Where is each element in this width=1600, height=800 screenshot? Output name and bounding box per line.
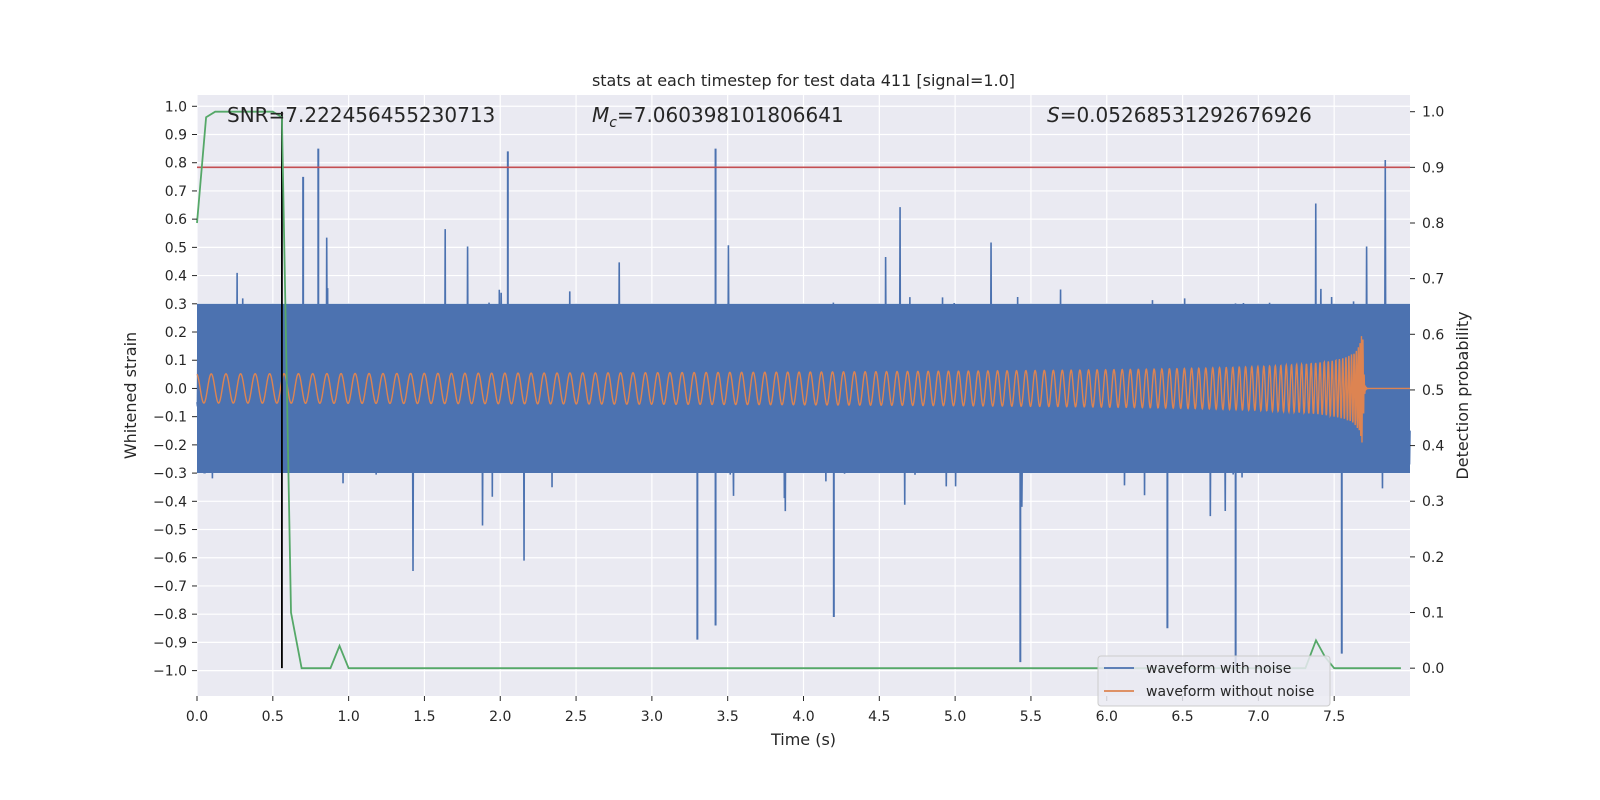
y-tick-label-left: 1.0: [165, 99, 187, 115]
x-tick-label: 3.5: [717, 709, 739, 725]
stat-s: S=0.05268531292676926: [1047, 103, 1312, 127]
y-axis-label-left: Whitened strain: [121, 332, 140, 459]
x-tick-label: 0.5: [262, 709, 284, 725]
y-tick-label-left: 0.8: [165, 156, 187, 172]
y-tick-label-right: 0.1: [1422, 606, 1444, 622]
x-tick-label: 7.5: [1323, 709, 1345, 725]
y-tick-label-left: 0.5: [165, 240, 187, 256]
probability-trace: [196, 110, 1401, 670]
stat-snr: SNR=7.222456455230713: [227, 103, 495, 127]
x-tick-label: 0.0: [186, 709, 208, 725]
y-tick-label-right: 0.7: [1422, 272, 1444, 288]
series-detection-probability: [196, 110, 1410, 670]
legend: waveform with noise waveform without noi…: [1097, 655, 1331, 707]
y-tick-label-right: 0.9: [1422, 160, 1444, 176]
x-tick-label: 4.5: [868, 709, 890, 725]
y-axis-label-right: Detection probability: [1453, 311, 1472, 479]
y-tick-label-right: 0.8: [1422, 216, 1444, 232]
y-tick-label-left: −0.7: [153, 579, 187, 595]
y-tick-label-left: 0.2: [165, 325, 187, 341]
y-tick-label-left: −0.4: [153, 494, 187, 510]
x-tick-label: 5.0: [944, 709, 966, 725]
stat-s-symbol: S: [1047, 103, 1060, 127]
series-waveform-without-noise: [196, 336, 1410, 443]
y-tick-label-left: −0.6: [153, 551, 187, 567]
chart-title: stats at each timestep for test data 411…: [592, 71, 1015, 90]
stat-s-value: =0.05268531292676926: [1060, 103, 1312, 127]
y-tick-label-left: 0.4: [165, 269, 187, 285]
x-tick-label: 6.5: [1171, 709, 1193, 725]
legend-label-waveform-without-noise: waveform without noise: [1146, 684, 1314, 700]
stat-mc-value: =7.060398101806641: [617, 103, 844, 127]
y-tick-label-left: 0.3: [165, 297, 187, 313]
y-tick-label-left: 0.6: [165, 212, 187, 228]
axes: 0.0 0.5 1.0 1.5 2.0 2.5 3.0 3.5 4.0 4.5 5.0 5.5 6.0 6…: [153, 99, 1444, 725]
x-tick-label: 4.0: [792, 709, 814, 725]
y-tick-label-right: 0.2: [1422, 550, 1444, 566]
y-tick-label-right: 0.5: [1422, 383, 1444, 399]
x-tick-label: 2.5: [565, 709, 587, 725]
y-tick-label-left: −0.3: [153, 466, 187, 482]
x-tick-label: 3.0: [641, 709, 663, 725]
legend-label-waveform-with-noise: waveform with noise: [1146, 661, 1291, 677]
legend-box: [1097, 655, 1331, 707]
y-tick-label-left: 0.0: [165, 381, 187, 397]
y-tick-label-left: −1.0: [153, 664, 187, 680]
y-tick-label-left: −0.1: [153, 410, 187, 426]
x-tick-label: 1.0: [337, 709, 359, 725]
y-tick-label-right: 1.0: [1422, 105, 1444, 121]
y-tick-label-left: −0.5: [153, 523, 187, 539]
x-tick-label: 7.0: [1247, 709, 1269, 725]
x-axis-label: Time (s): [770, 730, 836, 749]
y-tick-label-left: −0.9: [153, 635, 187, 651]
y-tick-label-right: 0.3: [1422, 494, 1444, 510]
y-tick-label-left: 0.9: [165, 128, 187, 144]
y-tick-label-left: 0.7: [165, 184, 187, 200]
x-tick-label: 6.0: [1096, 709, 1118, 725]
y-tick-label-right: 0.0: [1422, 661, 1444, 677]
x-tick-label: 1.5: [413, 709, 435, 725]
y-tick-label-left: −0.2: [153, 438, 187, 454]
stat-mc-symbol: M: [592, 103, 609, 127]
y-tick-label-left: −0.8: [153, 607, 187, 623]
clean-trace: [196, 336, 1410, 443]
y-tick-label-left: 0.1: [165, 353, 187, 369]
y-tick-label-right: 0.6: [1422, 327, 1444, 343]
stat-mc-subscript: c: [609, 115, 617, 131]
x-tick-label: 5.5: [1020, 709, 1042, 725]
x-tick-label: 2.0: [489, 709, 511, 725]
y-tick-label-right: 0.4: [1422, 439, 1444, 455]
stat-chirp-mass: Mc=7.060398101806641: [592, 103, 844, 131]
